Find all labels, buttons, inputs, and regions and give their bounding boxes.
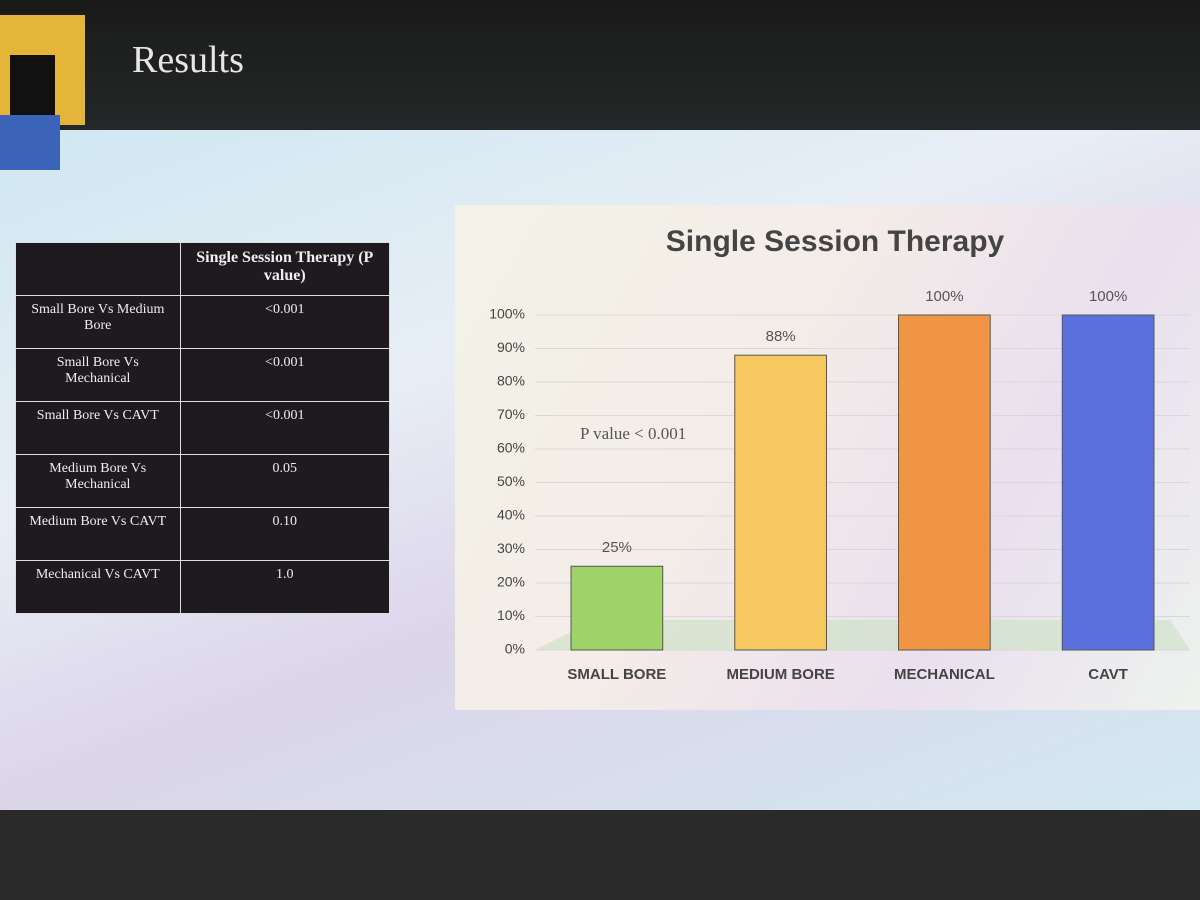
table-row: Small Bore Vs CAVT <0.001 — [15, 401, 391, 455]
p-value-cell: <0.001 — [179, 348, 391, 402]
table-row: Mechanical Vs CAVT 1.0 — [15, 560, 391, 614]
y-tick-label: 0% — [505, 641, 525, 657]
y-tick-label: 60% — [497, 440, 525, 456]
y-tick-label: 100% — [489, 306, 525, 322]
x-tick-label: SMALL BORE — [567, 666, 666, 683]
comparison-cell: Medium Bore Vs Mechanical — [15, 454, 181, 508]
bar — [1061, 314, 1155, 651]
bar — [734, 354, 827, 651]
table-row: Small Bore Vs Mechanical <0.001 — [15, 348, 391, 402]
table-row: Small Bore Vs Medium Bore <0.001 — [15, 295, 391, 349]
p-value-cell: 0.05 — [179, 454, 391, 508]
x-tick-label: MECHANICAL — [894, 666, 995, 683]
value-label: 88% — [766, 328, 796, 345]
x-tick-label: CAVT — [1088, 666, 1128, 683]
slide-title: Results — [132, 39, 244, 81]
bar — [898, 314, 991, 651]
x-tick-label: MEDIUM BORE — [726, 666, 834, 683]
floor — [535, 620, 1190, 650]
value-label: 100% — [1089, 288, 1127, 305]
value-label: 100% — [925, 288, 963, 305]
header-cell — [15, 242, 181, 296]
table-row: Medium Bore Vs Mechanical 0.05 — [15, 454, 391, 508]
value-label: 25% — [602, 539, 632, 556]
header-band — [0, 0, 1200, 150]
chart-panel: Single Session Therapy 0% 10% 20% 30% 40% 50%… — [455, 205, 1200, 710]
p-value-cell: <0.001 — [179, 401, 391, 455]
y-tick-label: 70% — [497, 406, 525, 422]
comparison-cell: Mechanical Vs CAVT — [15, 560, 181, 614]
header-cell: Single Session Therapy (P value) — [179, 242, 391, 296]
annotation: P value < 0.001 — [580, 424, 686, 443]
comparison-cell: Small Bore Vs Medium Bore — [15, 295, 181, 349]
p-value-table: Single Session Therapy (P value) Small B… — [15, 242, 391, 614]
p-value-cell: 1.0 — [179, 560, 391, 614]
y-tick-label: 30% — [497, 540, 525, 556]
comparison-cell: Medium Bore Vs CAVT — [15, 507, 181, 561]
comparison-cell: Small Bore Vs CAVT — [15, 401, 181, 455]
y-tick-label: 90% — [497, 339, 525, 355]
chart-title: Single Session Therapy — [666, 225, 1005, 258]
y-tick-label: 10% — [497, 607, 525, 623]
p-value-cell: <0.001 — [179, 295, 391, 349]
y-tick-label: 50% — [497, 473, 525, 489]
table-row: Medium Bore Vs CAVT 0.10 — [15, 507, 391, 561]
y-tick-label: 40% — [497, 507, 525, 523]
y-tick-label: 20% — [497, 574, 525, 590]
bar — [570, 565, 664, 651]
comparison-cell: Small Bore Vs Mechanical — [15, 348, 181, 402]
chart: Single Session Therapy 0% 10% 20% 30% 40% 50%… — [489, 225, 1190, 683]
p-value-cell: 0.10 — [179, 507, 391, 561]
y-tick-label: 80% — [497, 373, 525, 389]
logo — [0, 115, 60, 170]
